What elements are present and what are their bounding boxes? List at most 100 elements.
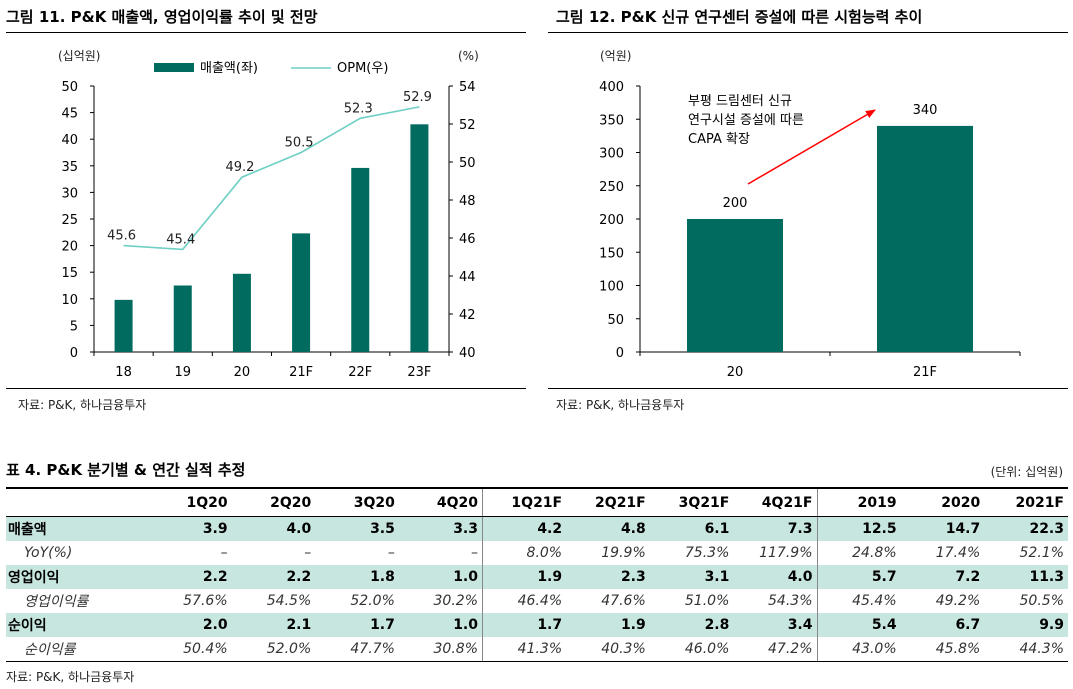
table-cell: 1.9: [566, 613, 650, 637]
fig12-chart: (억원) 0 50 100 150 200 250 300 350 400 200 340 20 21F 부…: [599, 49, 1021, 380]
fig11-right-tick-label: 42: [459, 308, 476, 323]
table-cell: 54.3%: [733, 589, 818, 613]
table-cell: 2.1: [231, 613, 316, 637]
table-cell: 12.5: [817, 516, 901, 541]
fig11-left-tick-label: 40: [61, 133, 78, 148]
table-cell: 1.7: [482, 613, 567, 637]
table-cell: 30.2%: [398, 589, 483, 613]
fig12-title: 그림 12. P&K 신규 연구센터 증설에 따른 시험능력 추이: [556, 8, 923, 26]
table-header-cell: 3Q20: [315, 487, 399, 517]
table-cell: –: [220, 545, 228, 561]
table-row-label: YoY(%): [24, 545, 73, 561]
fig11-source: 자료: P&K, 하나금융투자: [18, 398, 147, 412]
table-cell: 40.3%: [566, 637, 650, 662]
fig11-left-tick-label: 10: [61, 293, 78, 308]
table-cell: 2.2: [148, 565, 232, 589]
fig12-y-tick-label: 200: [599, 213, 624, 228]
table-cell: 3.4: [733, 613, 818, 637]
table-cell: 7.2: [900, 565, 985, 589]
table-cell: 52.0%: [350, 593, 395, 609]
fig11-x-tick-label: 23F: [407, 365, 431, 380]
table-row: 영업이익 2.2 2.2 1.8 1.0 1.9 2.3 3.1 4.0 5.7 7.2 11.3: [6, 565, 1068, 589]
legend-bar-label: 매출액(좌): [200, 61, 258, 76]
table-cell: 3.3: [398, 516, 483, 541]
table-cell: –: [387, 545, 395, 561]
table-cell: 57.6%: [183, 593, 228, 609]
table-header-cell: 3Q21F: [649, 487, 734, 517]
table-cell: 46.0%: [649, 637, 734, 662]
table-title: 표 4. P&K 분기별 & 연간 실적 추정: [6, 461, 246, 479]
table-cell: 1.0: [398, 565, 483, 589]
fig11-title-rule: [6, 32, 526, 33]
fig11-left-tick-label: 30: [61, 186, 78, 201]
table-cell: 51.0%: [684, 593, 730, 609]
table-header-cell: 2Q20: [231, 487, 316, 517]
capacity-bar: [687, 219, 783, 352]
table-cell: 6.7: [900, 613, 985, 637]
fig12-source: 자료: P&K, 하나금융투자: [556, 398, 685, 412]
fig12-red-arrow: [747, 109, 876, 185]
fig11-right-tick-label: 48: [459, 194, 476, 209]
table-cell: 47.2%: [733, 637, 818, 662]
fig12-y-tick-label: 0: [616, 346, 624, 361]
table-cell: 3.9: [148, 516, 232, 541]
revenue-bar: [292, 233, 311, 352]
opm-data-label: 45.4: [166, 232, 195, 247]
fig11-x-tick-label: 18: [115, 365, 132, 380]
table-cell: 47.7%: [315, 637, 399, 662]
fig11-right-tick-label: 54: [459, 80, 476, 95]
opm-data-label: 49.2: [225, 160, 254, 175]
revenue-bar: [114, 299, 133, 352]
fig11-right-unit: (%): [458, 49, 479, 63]
table-cell: 52.0%: [231, 637, 316, 662]
table-cell: –: [398, 541, 483, 565]
table-cell: 2.0: [148, 613, 232, 637]
table-cell: 9.9: [984, 613, 1068, 637]
fig12-x-tick-label: 20: [727, 365, 744, 380]
fig11-x-tick-label: 19: [174, 365, 191, 380]
table-header-cell: 2021F: [984, 487, 1068, 517]
capacity-data-label: 340: [913, 103, 938, 118]
fig11-x-tick-label: 21F: [289, 365, 313, 380]
table-cell: 44.3%: [984, 637, 1068, 662]
capacity-bar: [877, 125, 973, 353]
table-cell: 4.8: [566, 516, 650, 541]
table-cell: 46.4%: [517, 593, 563, 609]
table-row: 영업이익률 57.6% 54.5% 52.0% 30.2% 46.4% 47.6% 51.0%…: [6, 589, 1068, 613]
earnings-table: 1Q20 2Q20 3Q20 4Q20 1Q21F 2Q21F 3Q21F 4Q21F 2019…: [6, 487, 1068, 662]
fig11-right-tick-label: 46: [459, 232, 476, 247]
fig11-left-tick-label: 15: [61, 266, 78, 281]
fig12-annotation-line: 연구시설 증설에 따른: [688, 113, 804, 128]
fig11-left-tick-label: 45: [61, 107, 78, 122]
table-cell: 5.4: [817, 613, 901, 637]
table-header-cell: [6, 487, 148, 517]
table-row: 순이익 2.0 2.1 1.7 1.0 1.7 1.9 2.8 3.4 5.4 6.7 9.9: [6, 613, 1068, 637]
table-cell: 4.2: [482, 516, 567, 541]
table-cell: 5.7: [817, 565, 901, 589]
table-cell: 14.7: [900, 516, 985, 541]
fig12-bottom-rule: [548, 388, 1068, 389]
table-header-cell: 1Q20: [148, 487, 232, 517]
table-unit: (단위: 십억원): [990, 465, 1063, 479]
table-cell: 8.0%: [526, 545, 563, 561]
table-cell: 49.2%: [935, 593, 981, 609]
table-cell: 50.5%: [1019, 593, 1064, 609]
fig12-title-rule: [548, 32, 1068, 33]
table-cell: 54.5%: [266, 593, 312, 609]
fig12-y-tick-label: 250: [599, 180, 624, 195]
table-cell: 30.8%: [398, 637, 483, 662]
table-cell: 2.8: [649, 613, 734, 637]
table-cell: 52.1%: [1019, 545, 1064, 561]
table-cell: 43.0%: [817, 637, 901, 662]
legend-bar-swatch: [154, 63, 194, 72]
fig12-y-tick-label: 400: [599, 80, 624, 95]
revenue-bar: [173, 285, 192, 352]
table-source: 자료: P&K, 하나금융투자: [6, 670, 135, 684]
revenue-bar: [232, 273, 251, 352]
fig12-x-tick-label: 21F: [913, 365, 937, 380]
opm-data-label: 50.5: [285, 136, 314, 151]
fig11-left-tick-label: 35: [61, 160, 78, 175]
fig11-bottom-rule: [6, 388, 526, 389]
table-header-cell: 4Q20: [398, 487, 483, 517]
fig11-left-tick-label: 5: [70, 319, 78, 334]
